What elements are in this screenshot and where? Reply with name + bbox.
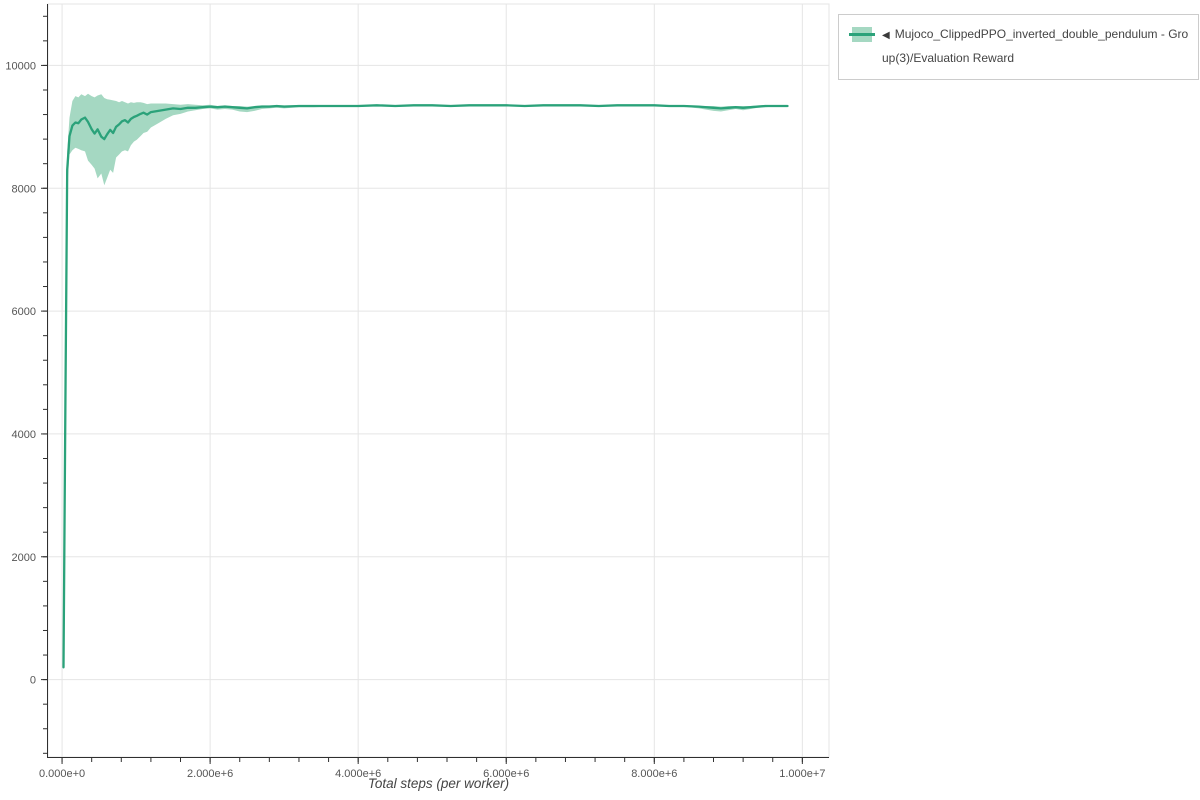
legend: ◀ Mujoco_ClippedPPO_inverted_double_pendu… <box>838 14 1200 80</box>
x-tick-label: 0.000e+0 <box>39 768 85 780</box>
legend-label-line2: up(3)/Evaluation Reward <box>882 51 1015 65</box>
legend-label: ◀ Mujoco_ClippedPPO_inverted_double_pendu… <box>882 23 1188 70</box>
std-band <box>63 93 788 668</box>
series-swatch-icon <box>849 26 875 43</box>
x-tick-label: 4.000e+6 <box>335 768 381 780</box>
line-swatch <box>849 33 875 36</box>
x-tick-label: 1.000e+7 <box>779 768 825 780</box>
y-tick-label: 8000 <box>12 183 36 195</box>
x-tick-label: 2.000e+6 <box>187 768 233 780</box>
legend-item[interactable]: ◀ Mujoco_ClippedPPO_inverted_double_pendu… <box>849 23 1188 70</box>
y-tick-label: 6000 <box>12 306 36 318</box>
y-tick-label: 0 <box>30 675 36 687</box>
y-tick-label: 2000 <box>12 552 36 564</box>
x-axis-label: Total steps (per worker) <box>368 776 509 791</box>
y-tick-label: 10000 <box>5 60 36 72</box>
mean-line <box>62 104 789 669</box>
x-tick-label: 6.000e+6 <box>483 768 529 780</box>
legend-collapse-icon[interactable]: ◀ <box>882 30 890 41</box>
legend-label-line1: Mujoco_ClippedPPO_inverted_double_pendul… <box>894 27 1189 41</box>
x-tick-label: 8.000e+6 <box>631 768 677 780</box>
y-tick-label: 4000 <box>12 429 36 441</box>
legend-label-row1: ◀ Mujoco_ClippedPPO_inverted_double_pendu… <box>882 23 1188 47</box>
